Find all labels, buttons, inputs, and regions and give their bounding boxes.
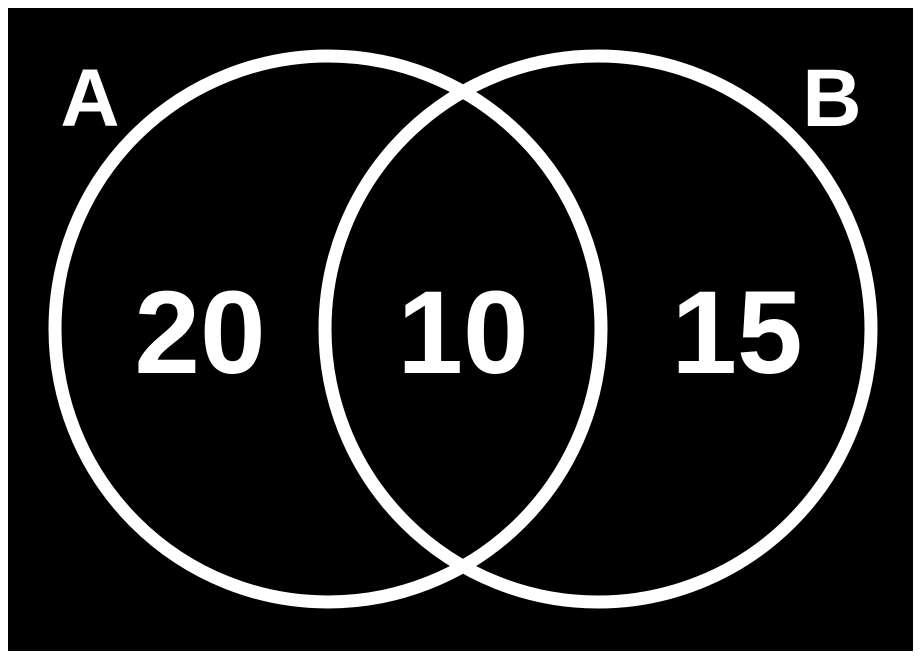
region-intersection-count: 10 [397, 267, 528, 399]
region-a-only-count: 20 [134, 267, 265, 399]
region-b-only-count: 15 [671, 267, 802, 399]
set-a-label: A [60, 53, 119, 144]
set-b-label: B [802, 53, 861, 144]
set-a-circle [48, 49, 608, 609]
set-b-circle [318, 49, 878, 609]
